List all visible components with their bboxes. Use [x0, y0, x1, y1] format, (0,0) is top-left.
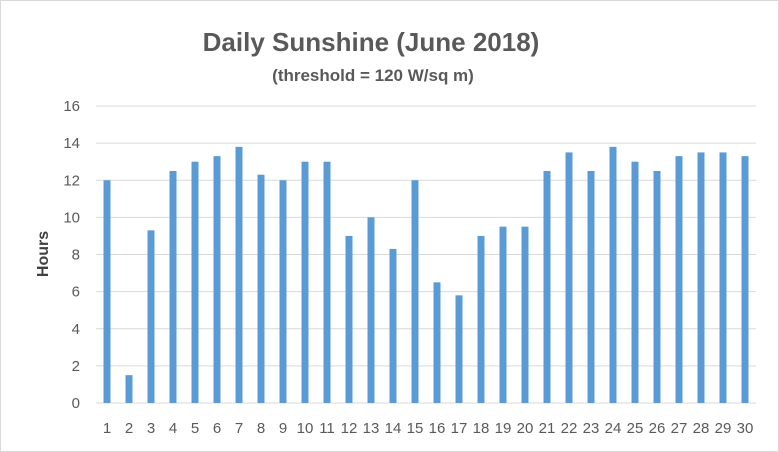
y-tick-label: 16 [63, 98, 80, 115]
x-tick-label: 2 [125, 420, 133, 437]
x-tick-label: 29 [715, 420, 732, 437]
y-tick-label: 0 [72, 395, 80, 412]
x-tick-label: 5 [191, 420, 199, 437]
bar-day-16 [433, 282, 441, 403]
bar-day-11 [323, 161, 331, 403]
x-tick-label: 15 [407, 420, 424, 437]
x-tick-label: 8 [257, 420, 265, 437]
bar-day-1 [103, 180, 111, 403]
x-tick-label: 30 [737, 420, 754, 437]
x-tick-label: 28 [693, 420, 710, 437]
gridlines [96, 105, 756, 404]
x-tick-label: 14 [385, 420, 402, 437]
y-tick-label: 6 [72, 284, 80, 301]
x-tick-label: 17 [451, 420, 468, 437]
x-tick-label: 24 [605, 420, 622, 437]
bars [103, 146, 749, 403]
x-tick-label: 7 [235, 420, 243, 437]
x-tick-label: 21 [539, 420, 556, 437]
y-tick-label: 14 [63, 135, 80, 152]
bar-day-27 [675, 156, 683, 403]
bar-day-4 [169, 170, 177, 403]
x-tick-label: 3 [147, 420, 155, 437]
bar-day-26 [653, 170, 661, 403]
x-tick-label: 20 [517, 420, 534, 437]
x-tick-label: 6 [213, 420, 221, 437]
x-tick-label: 10 [297, 420, 314, 437]
bar-day-24 [609, 146, 617, 403]
chart-title: Daily Sunshine (June 2018) [203, 27, 540, 57]
x-tick-label: 25 [627, 420, 644, 437]
y-tick-labels: 0 2 4 6 8 10 12 14 16 [63, 98, 80, 412]
y-tick-label: 12 [63, 172, 80, 189]
bar-day-23 [587, 170, 595, 403]
bar-day-28 [697, 152, 705, 403]
x-tick-label: 9 [279, 420, 287, 437]
x-tick-label: 16 [429, 420, 446, 437]
bar-day-2 [125, 375, 133, 403]
y-axis-label: Hours [35, 231, 52, 277]
bar-day-7 [235, 146, 243, 403]
chart-subtitle: (threshold = 120 W/sq m) [272, 66, 474, 85]
x-tick-label: 1 [103, 420, 111, 437]
bar-day-10 [301, 161, 309, 403]
x-tick-label: 19 [495, 420, 512, 437]
bar-day-9 [279, 180, 287, 403]
bar-day-12 [345, 235, 353, 403]
bar-day-3 [147, 230, 155, 403]
y-tick-label: 10 [63, 209, 80, 226]
bar-day-14 [389, 248, 397, 403]
bar-day-20 [521, 226, 529, 403]
bar-day-29 [719, 152, 727, 403]
y-tick-label: 2 [72, 358, 80, 375]
x-tick-label: 4 [169, 420, 177, 437]
y-tick-label: 4 [72, 321, 80, 338]
bar-day-8 [257, 174, 265, 403]
x-tick-label: 26 [649, 420, 666, 437]
x-tick-label: 12 [341, 420, 358, 437]
bar-day-19 [499, 226, 507, 403]
x-tick-label: 23 [583, 420, 600, 437]
bar-day-22 [565, 152, 573, 403]
bar-day-25 [631, 161, 639, 403]
x-tick-labels: 1 2 3 4 5 6 7 8 9 10 11 12 13 14 15 16 17 18 19 20 21 22 23 24 2… [103, 420, 754, 437]
x-tick-label: 13 [363, 420, 380, 437]
bar-day-15 [411, 180, 419, 403]
x-tick-label: 22 [561, 420, 578, 437]
bar-day-21 [543, 170, 551, 403]
bar-day-18 [477, 235, 485, 403]
bar-day-5 [191, 161, 199, 403]
x-tick-label: 18 [473, 420, 490, 437]
bar-day-13 [367, 217, 375, 403]
x-tick-label: 11 [319, 420, 335, 437]
bar-day-30 [741, 156, 749, 403]
y-tick-label: 8 [72, 247, 80, 264]
bar-day-17 [455, 295, 463, 403]
x-tick-label: 27 [671, 420, 688, 437]
bar-day-6 [213, 156, 221, 403]
